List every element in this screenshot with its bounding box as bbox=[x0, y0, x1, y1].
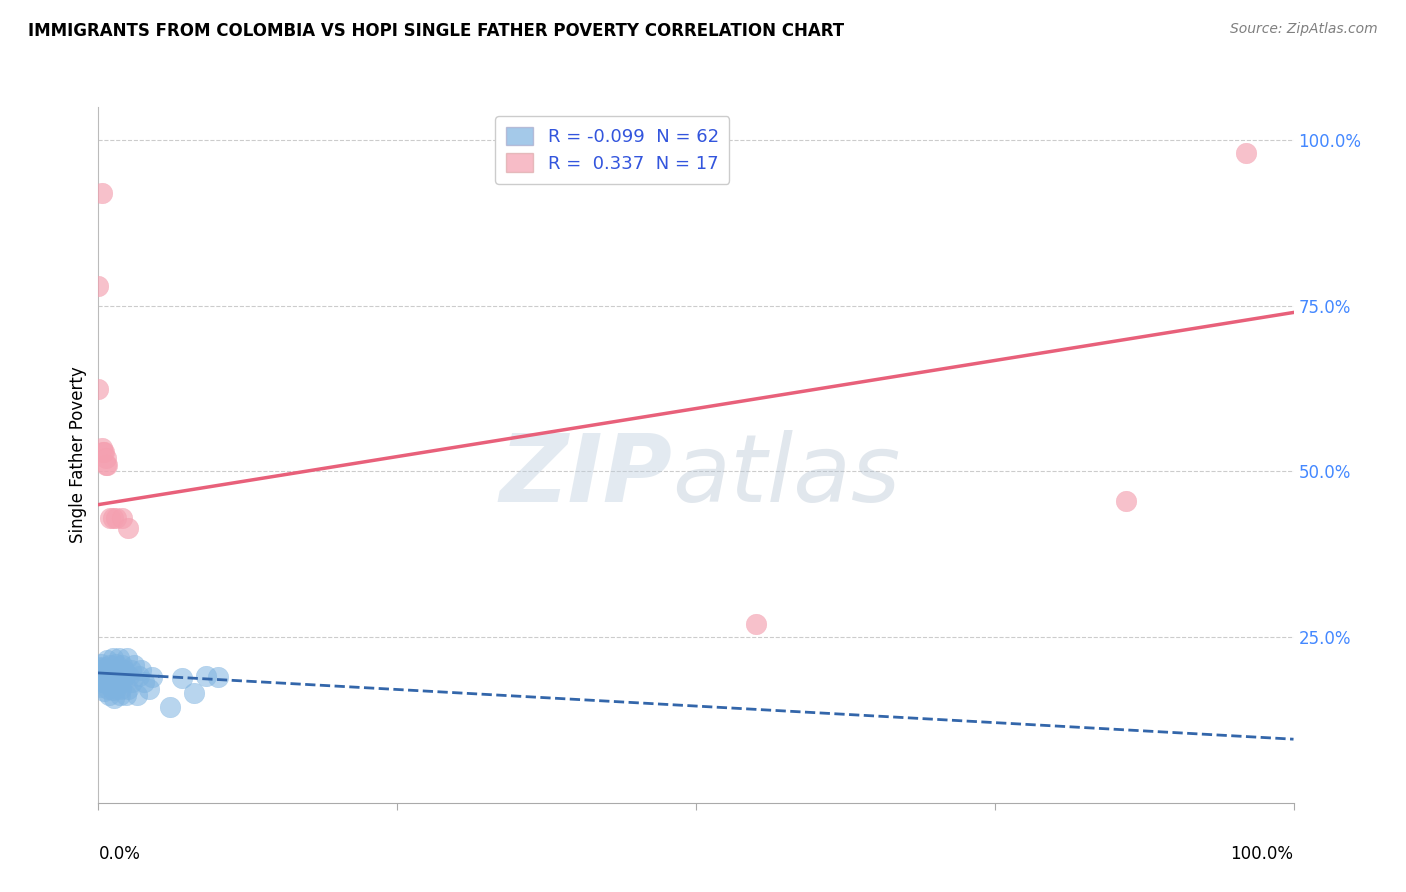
Point bbox=[94, 458, 117, 472]
Point bbox=[115, 651, 138, 665]
Point bbox=[159, 699, 181, 714]
Point bbox=[745, 616, 768, 631]
Point bbox=[108, 668, 131, 682]
Text: Source: ZipAtlas.com: Source: ZipAtlas.com bbox=[1230, 22, 1378, 37]
Point bbox=[91, 444, 114, 458]
Point bbox=[90, 657, 112, 671]
Point bbox=[141, 670, 163, 684]
Text: 100.0%: 100.0% bbox=[1230, 845, 1294, 863]
Point bbox=[131, 663, 153, 677]
Point bbox=[89, 673, 111, 688]
Point bbox=[98, 663, 121, 677]
Point bbox=[207, 670, 229, 684]
Point bbox=[105, 511, 128, 525]
Point bbox=[91, 186, 114, 201]
Point bbox=[91, 670, 114, 684]
Point bbox=[91, 675, 114, 690]
Point bbox=[107, 676, 129, 690]
Point bbox=[128, 668, 150, 682]
Point bbox=[94, 451, 117, 466]
Point bbox=[112, 663, 135, 677]
Point bbox=[120, 663, 142, 677]
Point bbox=[101, 683, 124, 698]
Point bbox=[107, 651, 129, 665]
Y-axis label: Single Father Poverty: Single Father Poverty bbox=[69, 367, 87, 543]
Point bbox=[110, 681, 132, 696]
Point bbox=[107, 663, 129, 677]
Point bbox=[108, 689, 131, 703]
Point bbox=[91, 666, 114, 681]
Point bbox=[98, 511, 122, 525]
Point bbox=[97, 668, 120, 682]
Point bbox=[101, 511, 124, 525]
Point bbox=[172, 671, 194, 685]
Text: 0.0%: 0.0% bbox=[98, 845, 141, 863]
Point bbox=[104, 675, 127, 690]
Point bbox=[96, 458, 118, 472]
Point bbox=[94, 662, 117, 676]
Point bbox=[96, 653, 118, 667]
Point bbox=[1234, 146, 1257, 161]
Point bbox=[96, 676, 118, 690]
Point bbox=[118, 668, 141, 682]
Point bbox=[117, 521, 139, 535]
Point bbox=[93, 684, 115, 698]
Text: ZIP: ZIP bbox=[499, 430, 672, 522]
Point bbox=[91, 442, 114, 456]
Point bbox=[110, 663, 132, 677]
Point bbox=[87, 279, 110, 293]
Point bbox=[111, 511, 134, 525]
Point bbox=[103, 691, 125, 706]
Point bbox=[114, 668, 136, 682]
Point bbox=[111, 675, 134, 690]
Point bbox=[101, 651, 124, 665]
Point bbox=[124, 657, 146, 672]
Point bbox=[107, 668, 129, 682]
Point bbox=[111, 657, 134, 672]
Point bbox=[117, 681, 139, 696]
Point bbox=[103, 668, 125, 682]
Point bbox=[98, 670, 122, 684]
Point bbox=[89, 663, 111, 677]
Point bbox=[87, 660, 110, 674]
Text: atlas: atlas bbox=[672, 430, 900, 521]
Point bbox=[105, 681, 128, 696]
Text: IMMIGRANTS FROM COLOMBIA VS HOPI SINGLE FATHER POVERTY CORRELATION CHART: IMMIGRANTS FROM COLOMBIA VS HOPI SINGLE … bbox=[28, 22, 844, 40]
Point bbox=[115, 689, 138, 703]
Point bbox=[1115, 494, 1137, 508]
Point bbox=[98, 657, 122, 672]
Point bbox=[87, 382, 110, 396]
Point bbox=[132, 675, 155, 690]
Point bbox=[105, 657, 128, 671]
Point bbox=[97, 681, 120, 696]
Point bbox=[98, 689, 121, 703]
Legend: Immigrants from Colombia, Hopi: Immigrants from Colombia, Hopi bbox=[495, 888, 897, 892]
Point bbox=[93, 444, 115, 458]
Point bbox=[91, 663, 114, 677]
Point bbox=[87, 666, 110, 681]
Point bbox=[104, 663, 127, 677]
Point bbox=[121, 675, 143, 690]
Point bbox=[183, 686, 205, 700]
Point bbox=[100, 675, 122, 690]
Point bbox=[194, 668, 217, 682]
Point bbox=[125, 689, 148, 703]
Point bbox=[94, 668, 117, 682]
Point bbox=[100, 665, 122, 679]
Point bbox=[138, 681, 160, 696]
Point bbox=[90, 680, 112, 694]
Point bbox=[93, 660, 115, 674]
